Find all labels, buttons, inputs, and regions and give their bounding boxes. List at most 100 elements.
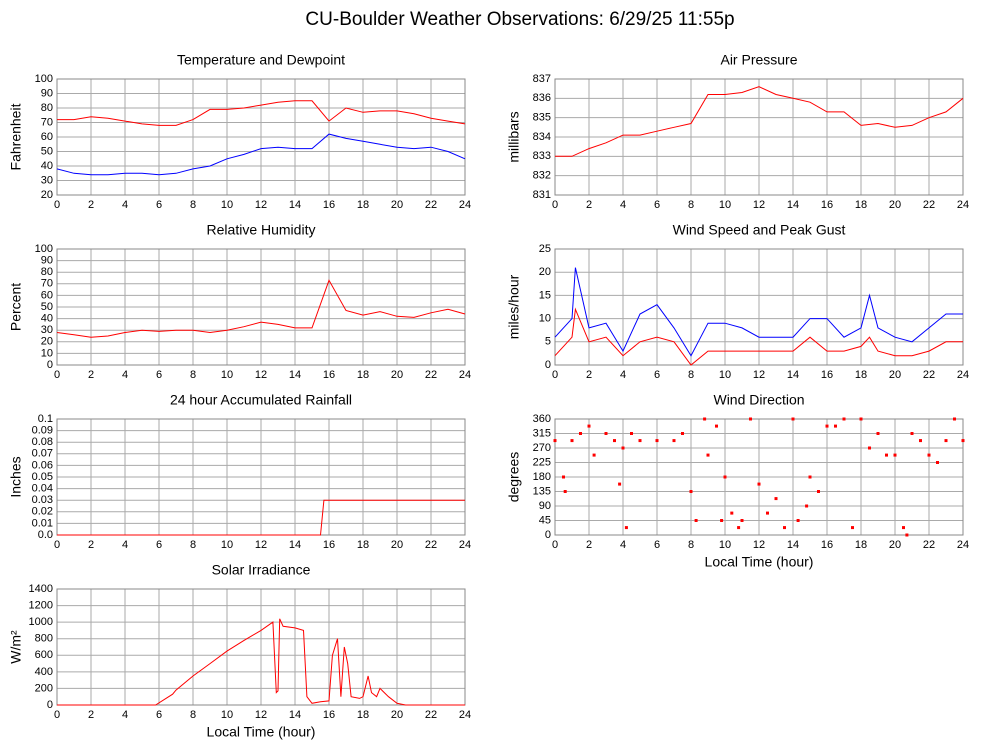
y-tick-label: 834 xyxy=(533,131,551,143)
x-tick-label: 14 xyxy=(289,539,301,551)
x-tick-label: 2 xyxy=(88,369,94,381)
x-tick-label: 2 xyxy=(586,539,592,551)
scatter-point xyxy=(808,475,812,479)
scatter-point xyxy=(805,504,809,508)
scatter-point xyxy=(902,526,905,530)
x-tick-label: 8 xyxy=(688,199,694,211)
x-tick-label: 6 xyxy=(156,539,162,551)
x-tick-label: 2 xyxy=(586,369,592,381)
scatter-point xyxy=(757,482,761,486)
scatter-point xyxy=(766,511,769,515)
scatter-point xyxy=(672,439,676,443)
x-tick-label: 22 xyxy=(425,369,437,381)
chart-title: Temperature and Dewpoint xyxy=(177,52,345,68)
y-tick-label: 90 xyxy=(41,255,53,267)
x-tick-label: 0 xyxy=(552,199,558,211)
scatter-point xyxy=(774,497,778,501)
y-tick-label: 835 xyxy=(533,112,551,124)
x-tick-label: 8 xyxy=(190,369,196,381)
y-tick-label: 0.1 xyxy=(38,413,53,425)
x-tick-label: 18 xyxy=(357,709,369,721)
y-axis-label: miles/hour xyxy=(506,274,522,339)
y-tick-label: 5 xyxy=(545,336,551,348)
x-tick-label: 24 xyxy=(957,369,969,381)
x-tick-label: 14 xyxy=(289,199,301,211)
y-tick-label: 0 xyxy=(545,529,551,541)
x-tick-label: 16 xyxy=(821,199,833,211)
x-tick-label: 16 xyxy=(323,369,335,381)
page-title: CU-Boulder Weather Observations: 6/29/25… xyxy=(305,9,734,30)
plot-frame xyxy=(56,588,466,706)
y-tick-label: 1200 xyxy=(29,599,53,611)
x-tick-label: 4 xyxy=(122,199,128,211)
x-tick-label: 4 xyxy=(620,199,626,211)
scatter-point xyxy=(621,446,625,450)
x-tick-label: 12 xyxy=(255,199,267,211)
x-tick-label: 12 xyxy=(255,369,267,381)
y-tick-label: 100 xyxy=(35,73,53,85)
x-tick-label: 6 xyxy=(654,539,660,551)
y-tick-label: 20 xyxy=(539,266,551,278)
y-tick-label: 0.07 xyxy=(32,448,53,460)
y-tick-label: 1400 xyxy=(29,583,53,595)
y-tick-label: 600 xyxy=(35,649,53,661)
x-tick-label: 24 xyxy=(459,709,471,721)
y-tick-label: 135 xyxy=(533,485,551,497)
x-tick-label: 20 xyxy=(889,369,901,381)
y-tick-label: 60 xyxy=(41,131,53,143)
x-tick-label: 20 xyxy=(391,199,403,211)
x-tick-label: 18 xyxy=(357,199,369,211)
x-tick-label: 6 xyxy=(654,199,660,211)
y-tick-label: 0 xyxy=(545,359,551,371)
scatter-point xyxy=(834,424,837,428)
x-tick-label: 6 xyxy=(156,369,162,381)
scatter-point xyxy=(817,490,820,493)
x-tick-label: 22 xyxy=(923,369,935,381)
chart-title: 24 hour Accumulated Rainfall xyxy=(170,392,352,408)
x-tick-label: 6 xyxy=(156,709,162,721)
y-tick-label: 25 xyxy=(539,243,551,255)
scatter-point xyxy=(730,511,734,515)
series-line xyxy=(57,100,466,126)
x-tick-label: 12 xyxy=(753,539,765,551)
x-tick-label: 0 xyxy=(552,539,558,551)
x-tick-label: 18 xyxy=(855,199,867,211)
y-axis-label: W/m² xyxy=(8,630,24,664)
x-tick-label: 20 xyxy=(391,709,403,721)
y-tick-label: 30 xyxy=(41,174,53,186)
x-tick-label: 12 xyxy=(255,539,267,551)
scatter-point xyxy=(893,453,897,457)
scatter-point xyxy=(703,417,707,421)
chart-title: Wind Direction xyxy=(713,392,804,408)
x-tick-label: 12 xyxy=(753,199,765,211)
x-tick-label: 10 xyxy=(221,199,233,211)
chart-title: Solar Irradiance xyxy=(212,562,311,578)
y-tick-label: 0.0 xyxy=(38,529,53,541)
scatter-point xyxy=(749,417,752,421)
plot-frame xyxy=(554,78,964,196)
y-tick-label: 70 xyxy=(41,278,53,290)
y-tick-label: 200 xyxy=(35,682,53,694)
x-tick-label: 24 xyxy=(459,539,471,551)
x-tick-label: 0 xyxy=(552,369,558,381)
x-tick-label: 8 xyxy=(190,539,196,551)
scatter-point xyxy=(905,533,909,537)
x-tick-label: 0 xyxy=(54,199,60,211)
y-tick-label: 225 xyxy=(533,456,551,468)
scatter-point xyxy=(618,482,622,486)
x-tick-label: 10 xyxy=(719,539,731,551)
y-tick-label: 60 xyxy=(41,289,53,301)
scatter-point xyxy=(859,417,863,421)
y-tick-label: 30 xyxy=(41,324,53,336)
chart-title: Air Pressure xyxy=(720,52,797,68)
x-tick-label: 16 xyxy=(323,709,335,721)
x-tick-label: 18 xyxy=(357,539,369,551)
y-tick-label: 837 xyxy=(533,73,551,85)
y-tick-label: 10 xyxy=(41,347,53,359)
scatter-point xyxy=(842,417,846,421)
x-tick-label: 24 xyxy=(957,539,969,551)
y-tick-label: 0.08 xyxy=(32,436,53,448)
y-tick-label: 0.09 xyxy=(32,425,53,437)
scatter-point xyxy=(919,439,922,443)
x-tick-label: 16 xyxy=(323,539,335,551)
